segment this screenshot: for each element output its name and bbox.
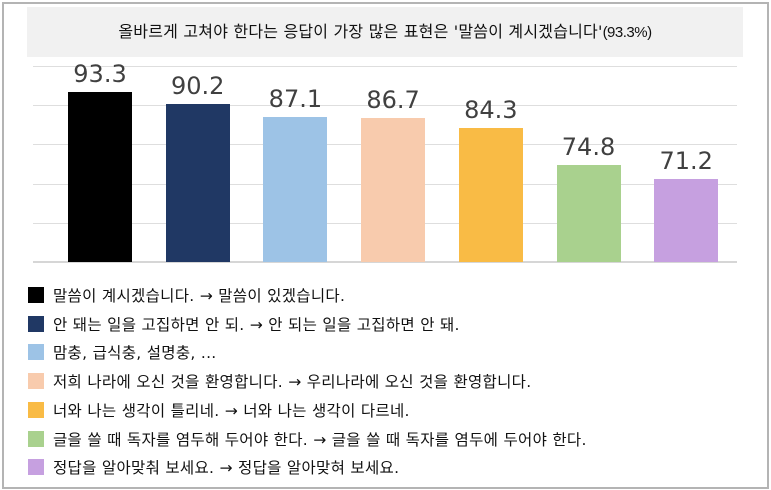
bar (556, 164, 621, 262)
legend-item: 너와 나는 생각이 틀리네. → 너와 나는 생각이 다르네. (28, 396, 410, 424)
legend-label: 저희 나라에 오신 것을 환영합니다. → 우리나라에 오신 것을 환영합니다. (53, 373, 532, 392)
legend-item: 글을 쓸 때 독자를 염두해 두어야 한다. → 글을 쓸 때 독자를 염두에 … (28, 425, 587, 453)
legend-label: 맘충, 급식충, 설명충, ... (53, 344, 217, 363)
legend-label: 정답을 알아맞춰 보세요. → 정답을 알아맞혀 보세요. (53, 459, 400, 478)
data-label: 87.1 (268, 84, 323, 113)
data-label: 93.3 (73, 60, 127, 89)
bar (361, 118, 426, 262)
legend-label: 너와 나는 생각이 틀리네. → 너와 나는 생각이 다르네. (53, 401, 410, 420)
data-label: 86.7 (366, 86, 420, 115)
data-label: 74.8 (561, 132, 616, 161)
chart-title-main: 올바르게 고쳐야 한다는 응답이 가장 많은 표현은 '말씀이 계시겠습니다' (118, 22, 603, 41)
legend-label: 글을 쓸 때 독자를 염두해 두어야 한다. → 글을 쓸 때 독자를 염두에 … (53, 430, 587, 449)
legend-swatch-icon (28, 459, 44, 476)
x-axis-baseline (33, 261, 737, 263)
bar (68, 92, 132, 262)
legend-item: 저희 나라에 오신 것을 환영합니다. → 우리나라에 오신 것을 환영합니다. (28, 367, 531, 395)
legend-swatch-icon (28, 373, 44, 390)
data-label: 90.2 (170, 72, 225, 101)
legend-swatch-icon (28, 287, 44, 303)
data-label: 71.2 (659, 146, 713, 175)
gridline (33, 66, 737, 67)
legend-item: 안 돼는 일을 고집하면 안 되. → 안 되는 일을 고집하면 안 돼. (28, 310, 460, 338)
legend-item: 말씀이 계시겠습니다. → 말씀이 있겠습니다. (28, 281, 345, 309)
plot-area: 93.3 90.2 87.1 86.7 84.3 74.8 71.2 (33, 60, 737, 263)
bar (458, 127, 523, 262)
legend-item: 정답을 알아맞춰 보세요. → 정답을 알아맞혀 보세요. (28, 453, 399, 481)
legend-swatch-icon (28, 401, 44, 418)
chart-title: 올바르게 고쳐야 한다는 응답이 가장 많은 표현은 '말씀이 계시겠습니다'(… (27, 7, 743, 57)
bar (654, 178, 719, 262)
legend-swatch-icon (28, 430, 44, 447)
legend-swatch-icon (28, 315, 44, 332)
chart-title-box: 올바르게 고쳐야 한다는 응답이 가장 많은 표현은 '말씀이 계시겠습니다'(… (27, 7, 743, 57)
data-label: 84.3 (464, 95, 518, 124)
gridline (33, 105, 737, 107)
legend-item: 맘충, 급식충, 설명충, ... (28, 338, 217, 366)
bar (263, 116, 328, 262)
bar (165, 104, 230, 262)
legend-label: 안 돼는 일을 고집하면 안 되. → 안 되는 일을 고집하면 안 돼. (53, 315, 460, 334)
chart-title-percent: (93.3%) (602, 24, 653, 41)
legend-swatch-icon (28, 344, 44, 361)
legend-label: 말씀이 계시겠습니다. → 말씀이 있겠습니다. (53, 287, 346, 305)
